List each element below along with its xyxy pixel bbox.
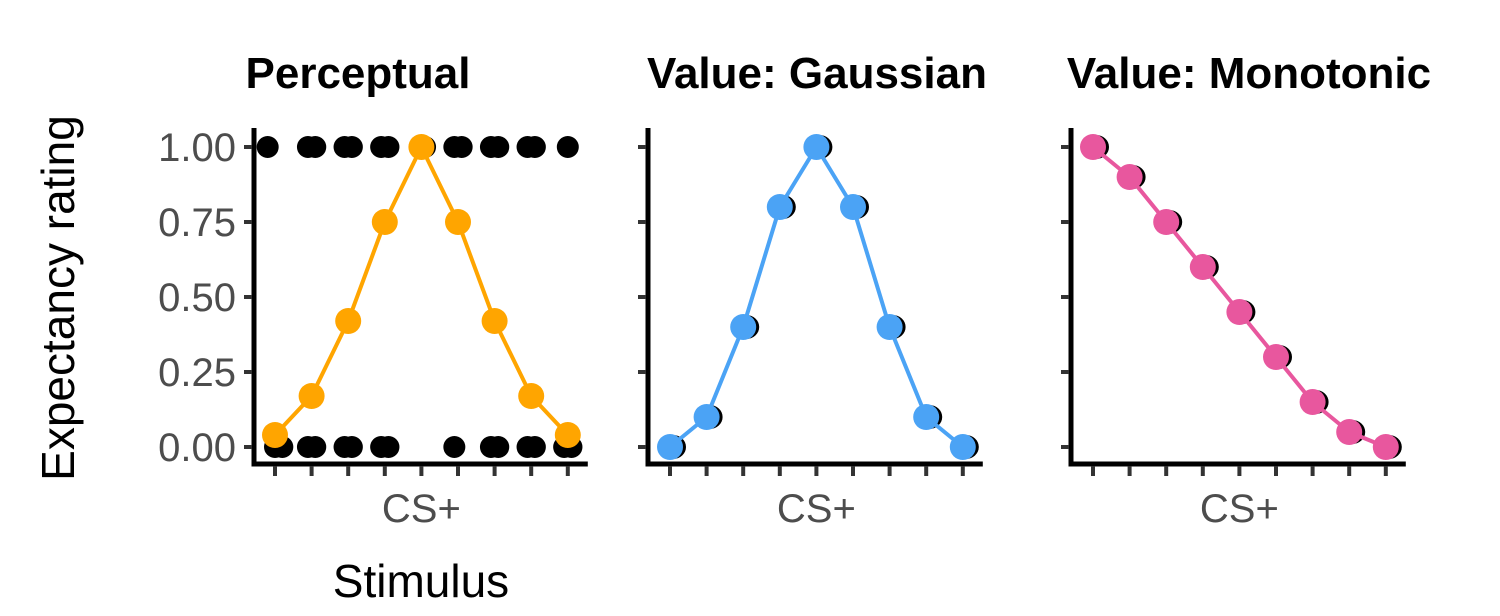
y-axis-title: Expectancy rating xyxy=(32,115,84,481)
raw-data-point xyxy=(523,436,546,458)
panel-2: Value: Gaussian CS+ xyxy=(638,49,987,531)
y-tick-label: 1.00 xyxy=(158,126,236,170)
raw-data-point xyxy=(256,136,279,158)
data-point xyxy=(371,209,398,235)
panel-1: Perceptual 0.00 0.25 0.50 0.75 1.00 CS+ xyxy=(158,49,588,531)
data-point xyxy=(693,404,720,430)
data-point xyxy=(518,383,545,409)
data-point xyxy=(657,434,683,460)
y-tick-label: 0.50 xyxy=(158,276,236,320)
raw-data-point xyxy=(450,136,473,158)
series-line xyxy=(1091,145,1387,449)
data-point xyxy=(1336,419,1363,445)
data-point xyxy=(481,308,508,334)
data-point xyxy=(913,404,940,430)
data-point xyxy=(1372,434,1399,460)
x-axis-title: Stimulus xyxy=(333,555,509,607)
raw-data-point xyxy=(377,136,400,158)
data-point xyxy=(298,383,325,409)
data-point xyxy=(1263,344,1289,370)
data-point xyxy=(408,134,435,160)
data-point xyxy=(803,134,830,160)
data-point xyxy=(445,209,471,235)
raw-data-point xyxy=(487,436,510,458)
raw-data-point xyxy=(556,136,579,158)
data-point xyxy=(730,314,757,340)
x-tick-label: CS+ xyxy=(777,487,856,531)
data-point xyxy=(766,194,793,220)
x-tick-label: CS+ xyxy=(382,487,461,531)
raw-data-point xyxy=(377,436,400,458)
panel-title: Value: Monotonic xyxy=(1067,49,1431,98)
data-point xyxy=(1299,389,1326,415)
data-point xyxy=(876,314,903,340)
data-point xyxy=(949,434,976,460)
data-point xyxy=(335,308,362,334)
data-point xyxy=(262,422,288,448)
data-point xyxy=(1153,209,1180,235)
data-point xyxy=(1080,134,1106,160)
raw-data-point xyxy=(340,436,363,458)
y-tick-label: 0.75 xyxy=(158,201,236,245)
panel-title: Value: Gaussian xyxy=(647,49,987,98)
data-point xyxy=(1116,164,1143,190)
raw-data-point xyxy=(340,136,363,158)
raw-data-point xyxy=(443,436,466,458)
x-tick-label: CS+ xyxy=(1200,487,1279,531)
raw-data-point xyxy=(304,436,327,458)
chart-panels: Perceptual0.000.250.500.751.00CS+Value: … xyxy=(158,49,1431,531)
panel-3: Value: Monotonic CS+ xyxy=(1061,49,1431,531)
data-point xyxy=(1226,299,1253,325)
data-point xyxy=(840,194,866,220)
panel-title: Perceptual xyxy=(246,49,471,98)
data-point xyxy=(554,422,581,448)
raw-data-point xyxy=(304,136,327,158)
raw-data-point xyxy=(487,136,510,158)
y-tick-label: 0.00 xyxy=(158,426,236,470)
raw-data-point xyxy=(523,136,546,158)
series-line xyxy=(668,145,965,449)
y-tick-label: 0.25 xyxy=(158,351,236,395)
data-point xyxy=(1189,254,1216,280)
